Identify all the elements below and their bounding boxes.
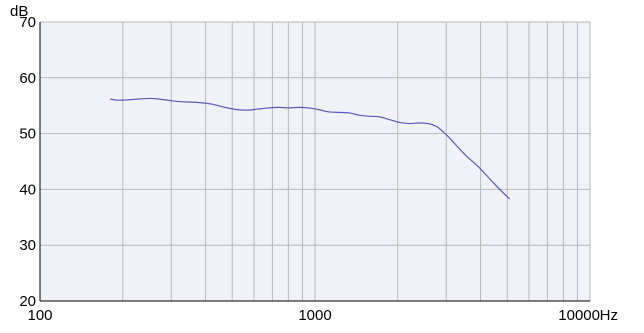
series-line-1 <box>110 97 510 200</box>
x-tick-label: 10000 <box>558 307 600 324</box>
y-tick-label: 50 <box>19 126 36 143</box>
x-tick-label: 100 <box>27 307 52 324</box>
x-unit-label: Hz <box>600 307 618 324</box>
y-unit-label: dB <box>10 3 28 20</box>
y-tick-label: 60 <box>19 70 36 87</box>
axes <box>39 22 590 302</box>
y-tick-label: 30 <box>19 237 36 254</box>
y-tick-label: 70 <box>19 14 36 31</box>
y-tick-label: 20 <box>19 293 36 310</box>
y-tick-label: 40 <box>19 181 36 198</box>
tick-labels: 20 30 40 50 60 70 100 1000 10000 <box>19 14 600 324</box>
grid <box>40 21 591 301</box>
series-layer <box>110 97 510 200</box>
x-tick-label: 1000 <box>298 307 331 324</box>
